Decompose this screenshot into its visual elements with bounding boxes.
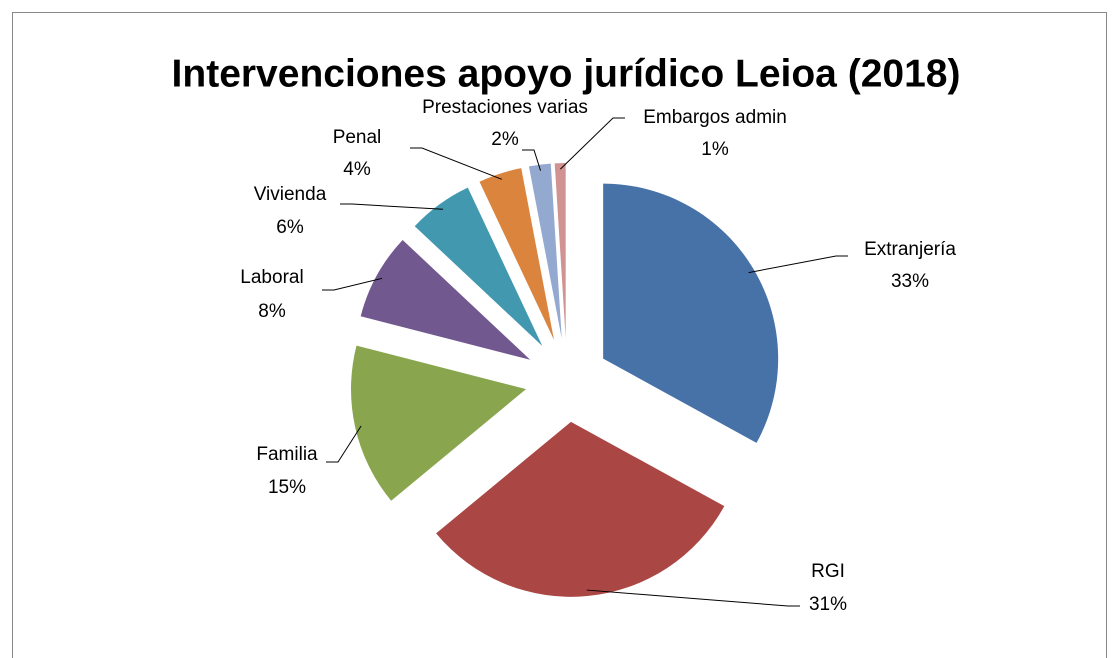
leader-line — [522, 149, 542, 171]
chart-title: Intervenciones apoyo jurídico Leioa (201… — [172, 52, 961, 95]
leader-line — [322, 277, 383, 291]
pie-slice — [479, 168, 555, 341]
slice-label: Prestaciones varias — [422, 97, 588, 118]
pie-slice — [554, 163, 566, 339]
slice-label: Extranjería — [864, 239, 956, 260]
pie-slice — [360, 239, 531, 360]
slice-label: Vivienda — [254, 184, 327, 205]
slice-label: RGI — [811, 561, 845, 582]
slice-value-label: 33% — [891, 271, 929, 292]
slice-value-label: 1% — [701, 139, 729, 160]
leader-line — [748, 255, 848, 274]
pie-slice — [436, 421, 725, 597]
pie-slice — [351, 345, 527, 501]
leader-line — [560, 117, 625, 170]
leader-line — [340, 203, 444, 210]
pie-slice — [414, 187, 543, 347]
slice-label: Penal — [333, 127, 382, 148]
slice-label: Laboral — [240, 267, 303, 288]
leader-line — [586, 589, 800, 607]
slice-value-label: 15% — [268, 477, 306, 498]
pie-slice — [603, 183, 779, 443]
slice-value-label: 31% — [809, 594, 847, 615]
leader-line — [326, 425, 362, 463]
slice-value-label: 6% — [276, 217, 304, 238]
leader-line — [410, 147, 502, 180]
slice-value-label: 8% — [258, 301, 286, 322]
slice-value-label: 2% — [491, 129, 519, 150]
pie-slice — [528, 163, 562, 339]
slice-label: Familia — [256, 444, 318, 465]
slice-value-label: 4% — [343, 159, 371, 180]
slice-label: Embargos admin — [643, 107, 787, 128]
